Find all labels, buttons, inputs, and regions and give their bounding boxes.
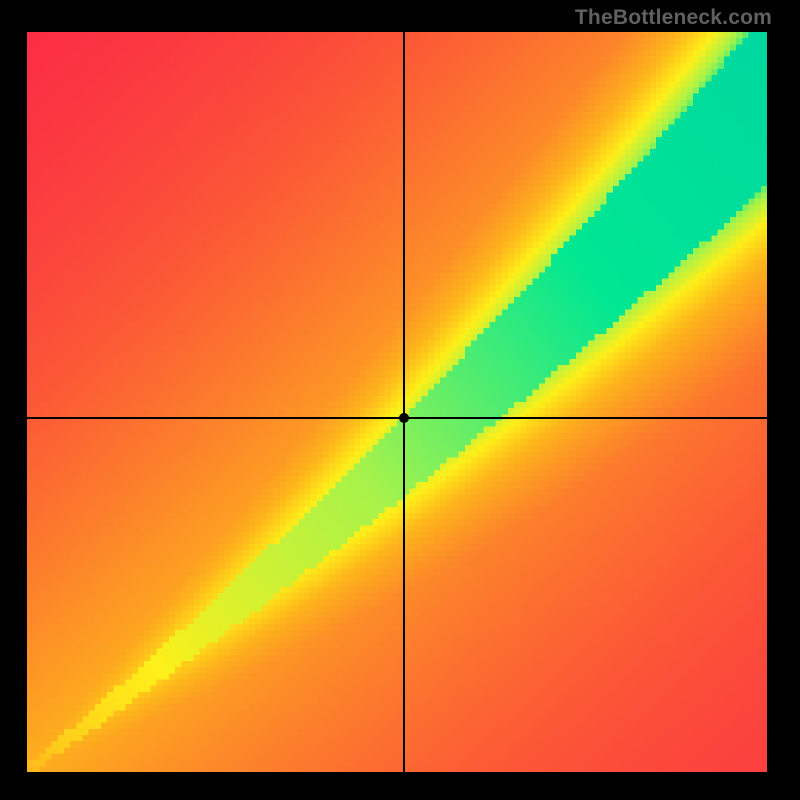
heatmap-canvas bbox=[27, 32, 767, 772]
chart-container: { "source_label": "TheBottleneck.com", "… bbox=[0, 0, 800, 800]
watermark-label: TheBottleneck.com bbox=[575, 6, 772, 30]
crosshair-horizontal bbox=[27, 417, 767, 419]
marker-dot bbox=[398, 412, 410, 424]
crosshair-vertical bbox=[403, 32, 405, 772]
